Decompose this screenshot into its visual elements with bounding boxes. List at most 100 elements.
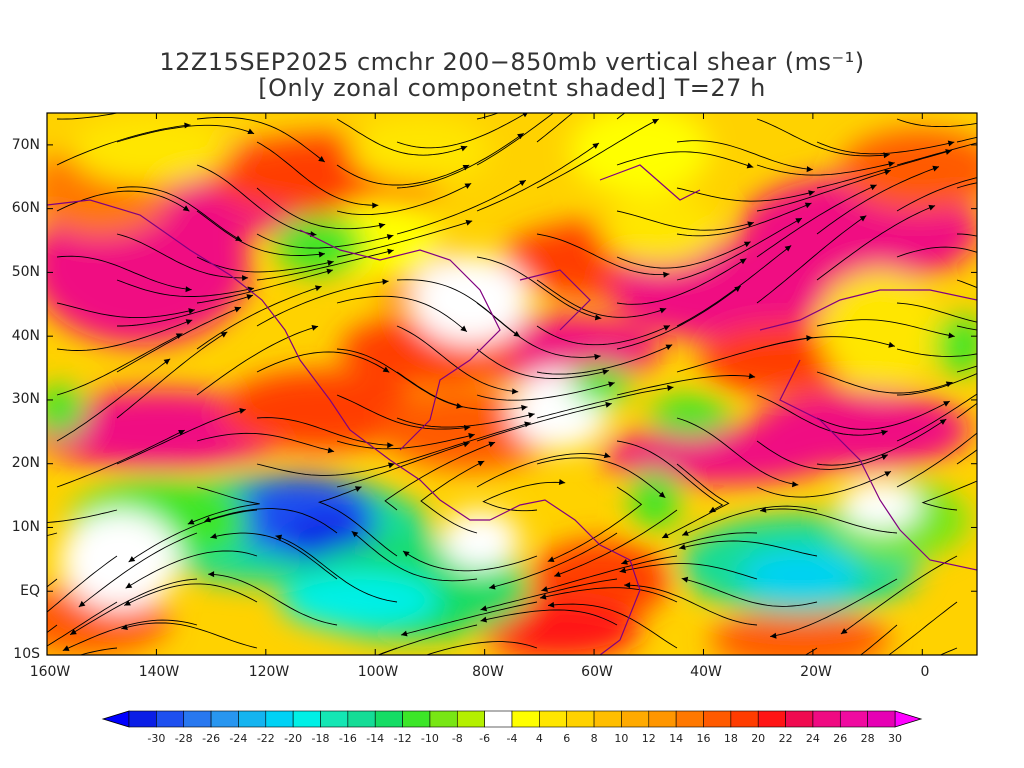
shear-region [600,195,720,265]
shear-region [47,385,85,435]
streamline-arrow [663,325,670,331]
streamline-arrow [943,401,950,407]
streamline [196,325,319,396]
chart-subtitle: [Only zonal componetnt shaded] T=27 h [258,74,766,102]
streamline [56,124,191,166]
lat-label-70n: 70N [11,137,40,153]
colorbar-tick-label: -16 [338,732,357,745]
lat-label-20n: 20N [11,455,40,471]
shear-region [840,480,920,530]
streamline [536,279,667,318]
streamline [336,442,470,488]
colorbar-tick-label: -28 [174,732,193,745]
streamline [336,434,475,450]
streamline [56,302,195,319]
streamline [124,583,258,606]
streamline [816,418,947,466]
lon-label-40w: 40W [690,664,722,680]
colorbar-tick-label: -24 [229,732,248,745]
streamline-arrow [743,241,751,248]
streamline-arrow [314,285,322,292]
streamline [536,233,670,276]
streamline-arrow [806,166,813,173]
streamline-arrow [881,454,888,461]
streamline-arrow [519,180,526,186]
streamline [336,183,472,216]
streamline [336,118,468,156]
colorbar-tick-label: -12 [393,732,412,745]
streamline-arrow [208,571,215,578]
streamline-arrow [608,381,615,388]
streamline [196,432,335,452]
streamline [480,609,618,626]
streamline-arrow [204,516,211,523]
colorbar-tick-label: 20 [751,732,766,745]
streamline-arrow [403,551,410,557]
streamline-arrow [663,271,670,278]
streamline-arrow [62,645,70,651]
streamline-arrow [188,308,195,315]
shear-region [570,365,630,405]
streamline [336,164,470,186]
streamline [616,285,742,350]
shear-region [60,510,180,610]
colorbar-tick-label: 26 [833,732,848,745]
colorbar-swatch [511,710,540,728]
streamline [196,269,334,304]
streamline-arrow [869,184,877,191]
streamline-arrow [679,544,686,550]
streamline [536,457,666,499]
streamline [396,325,519,393]
streamline-arrow [881,429,888,436]
shear-region [935,315,977,375]
streamline [351,530,478,582]
shear-region [630,470,680,530]
streamline-arrow [489,583,496,590]
streamline [204,508,338,534]
lat-label-30n: 30N [11,391,40,407]
coastline [519,269,591,331]
streamline-arrow [760,506,767,513]
streamline [476,113,555,166]
colorbar-swatch [621,710,650,728]
colorbar-swatch [593,710,622,728]
streamline [56,333,183,396]
streamline-arrow [658,491,666,498]
coastline [779,359,977,571]
streamline-arrow [524,421,531,428]
streamline-arrow [541,586,548,592]
streamline-arrow [681,576,689,583]
streamline-arrow [558,479,566,485]
streamline [208,573,338,626]
streamline-arrow [462,165,470,171]
shear-region [820,270,940,390]
streamline [956,449,977,465]
streamline-arrow [388,462,395,469]
streamline [125,550,258,589]
streamline-arrow [888,161,895,168]
streamline-arrow [603,452,611,459]
streamline [196,210,326,256]
streamline-arrow [184,122,191,129]
streamline [888,601,958,655]
streamline [756,440,889,470]
streamline [536,386,674,419]
shear-region [710,610,890,655]
streamline [256,233,394,249]
streamline [547,603,678,649]
streamline [402,550,538,572]
streamline-arrow [619,567,627,574]
streamline [317,486,398,557]
streamline [756,162,895,176]
streamline [396,179,527,235]
colorbar-tick-label: -14 [366,732,385,745]
shear-region [750,390,970,470]
streamline [616,440,724,513]
streamline-arrow [884,169,891,176]
streamline-arrow [939,419,947,425]
shear-region [530,540,670,620]
lat-label-60n: 60N [11,200,40,216]
colorbar-swatch [238,710,267,728]
streamline-arrow [605,401,612,408]
streamline-arrow [220,331,228,338]
